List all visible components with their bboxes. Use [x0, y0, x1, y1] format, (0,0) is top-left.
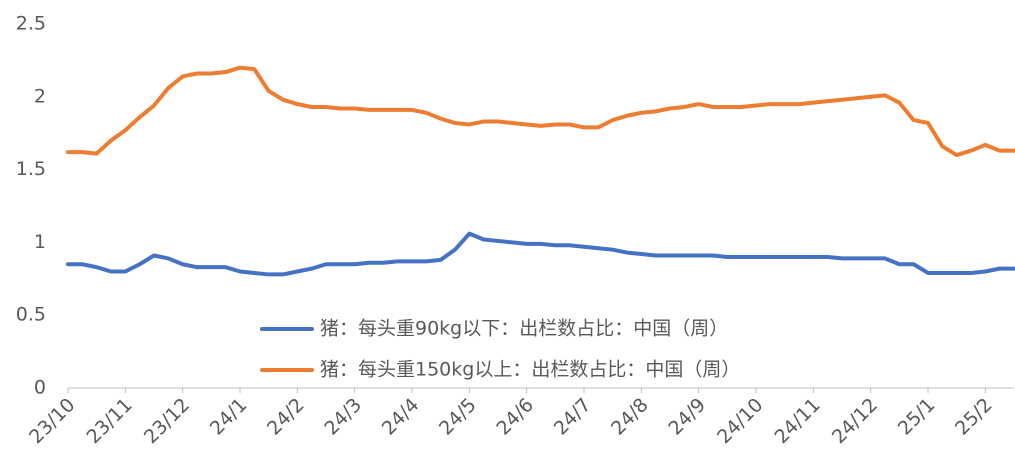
x-tick-label: 24/11	[770, 394, 824, 448]
x-tick-label: 24/10	[713, 394, 767, 448]
legend-label: 猪：每头重90kg以下：出栏数占比：中国（周）	[320, 318, 728, 340]
x-tick-label: 24/7	[550, 394, 596, 440]
x-tick-label: 24/1	[206, 394, 252, 440]
x-tick-label: 24/4	[378, 394, 424, 440]
series-line	[66, 231, 1015, 277]
series-line	[66, 65, 1015, 158]
x-tick-label: 24/12	[828, 394, 882, 448]
x-tick-label: 23/12	[140, 394, 194, 448]
y-tick-label: 2.5	[16, 13, 46, 35]
x-tick-label: 23/11	[82, 394, 136, 448]
y-tick-label: 2	[34, 85, 46, 107]
x-tick-label: 23/10	[25, 394, 79, 448]
x-tick-label: 25/1	[894, 394, 940, 440]
x-tick-label: 24/5	[435, 394, 481, 440]
x-tick-label: 24/9	[664, 394, 710, 440]
x-tick-label: 25/2	[951, 394, 997, 440]
x-tick-label: 24/3	[320, 394, 366, 440]
x-tick-label: 24/2	[263, 394, 309, 440]
y-tick-label: 0	[34, 377, 46, 399]
y-tick-label: 1	[34, 231, 46, 253]
x-tick-label: 24/6	[492, 394, 538, 440]
y-tick-label: 0.5	[16, 304, 46, 326]
x-tick-label: 24/8	[607, 394, 653, 440]
legend-label: 猪：每头重150kg以上：出栏数占比：中国（周）	[320, 359, 740, 381]
y-tick-label: 1.5	[16, 158, 46, 180]
